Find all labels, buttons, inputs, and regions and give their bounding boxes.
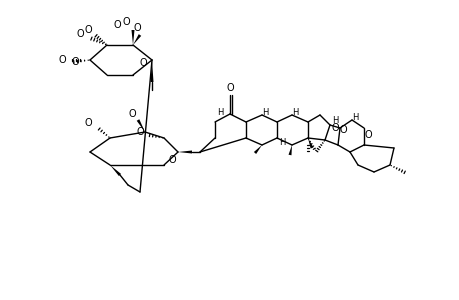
Text: O: O [71, 57, 78, 67]
Polygon shape [133, 34, 141, 45]
Text: O: O [76, 29, 84, 39]
Text: H: H [278, 137, 285, 146]
Text: O: O [113, 20, 121, 30]
Polygon shape [253, 145, 262, 154]
Text: O: O [364, 130, 371, 140]
Text: O: O [168, 155, 175, 165]
Text: O: O [84, 25, 92, 35]
Text: O: O [330, 123, 338, 133]
Polygon shape [110, 165, 121, 176]
Text: O: O [338, 125, 346, 135]
Polygon shape [150, 60, 153, 82]
Text: O: O [139, 58, 146, 68]
Text: H: H [331, 116, 337, 124]
Polygon shape [308, 138, 313, 148]
Text: O: O [58, 55, 66, 65]
Text: O: O [128, 109, 135, 119]
Polygon shape [178, 151, 191, 154]
Text: H: H [261, 107, 268, 116]
Polygon shape [131, 30, 134, 45]
Text: H: H [291, 107, 297, 116]
Text: H: H [216, 107, 223, 116]
Text: O: O [84, 118, 92, 128]
Polygon shape [136, 119, 145, 132]
Text: O: O [122, 17, 129, 27]
Polygon shape [288, 145, 291, 155]
Text: H: H [351, 112, 358, 122]
Text: O: O [136, 127, 144, 137]
Text: O: O [133, 23, 140, 33]
Text: O: O [226, 83, 233, 93]
